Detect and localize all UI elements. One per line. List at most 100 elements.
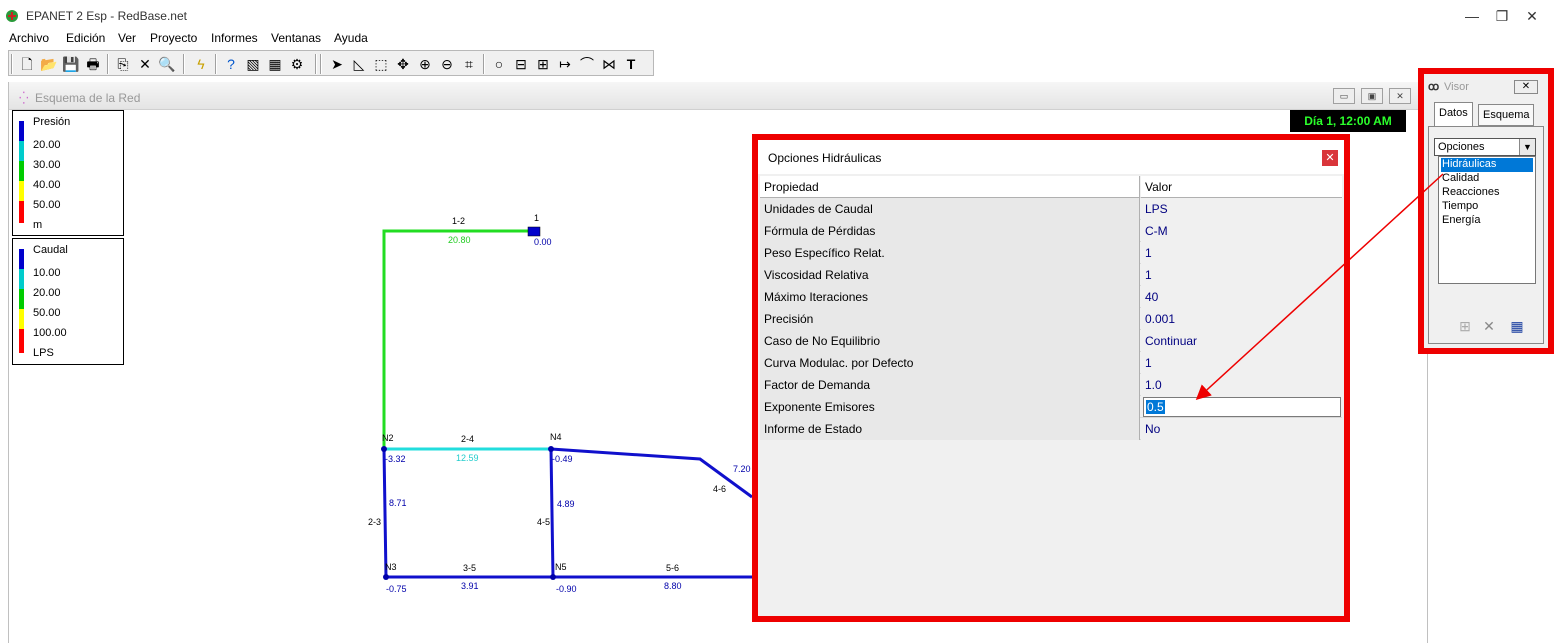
property-row-active[interactable]: Exponente Emisores 0.5 [760, 396, 1342, 418]
menu-archivo[interactable]: Archivo [9, 31, 50, 45]
property-value[interactable]: Continuar [1141, 330, 1342, 352]
close-window-button[interactable]: ✕ [1526, 8, 1538, 24]
table-icon[interactable]: ▦ [268, 56, 282, 72]
property-row[interactable]: Informe de Estado No [760, 418, 1342, 440]
link-2-3[interactable] [382, 448, 388, 578]
legend-label: 40.00 [33, 179, 61, 191]
options-icon[interactable]: ⚙ [290, 56, 304, 72]
property-value[interactable]: 0.001 [1141, 308, 1342, 330]
full-extent-icon[interactable]: ⌗ [465, 56, 473, 72]
add-pump-icon[interactable]: ⌒ [580, 56, 594, 72]
menu-edicion[interactable]: Edición [66, 31, 106, 45]
map-minimize-button[interactable]: ▭ [1333, 88, 1355, 104]
property-row[interactable]: Máximo Iteraciones 40 [760, 286, 1342, 308]
map-close-button[interactable]: ✕ [1389, 88, 1411, 104]
list-item-reacciones[interactable]: Reacciones [1442, 186, 1500, 198]
property-row[interactable]: Peso Específico Relat. 1 [760, 242, 1342, 264]
pan-icon[interactable]: ✥ [397, 56, 409, 72]
restore-window-button[interactable]: ❐ [1495, 8, 1509, 24]
visor-close-button[interactable]: ✕ [1514, 80, 1538, 94]
node-n3[interactable] [383, 574, 389, 580]
find-icon[interactable]: 🔍 [158, 56, 176, 72]
run-icon[interactable]: ϟ [197, 56, 205, 72]
query-icon[interactable]: ? [227, 56, 235, 72]
property-row[interactable]: Precisión 0.001 [760, 308, 1342, 330]
link-1-2[interactable] [382, 229, 530, 449]
list-item-calidad[interactable]: Calidad [1442, 172, 1480, 184]
node-id-label: N2 [382, 433, 394, 443]
add-junction-icon[interactable]: ○ [494, 56, 504, 72]
list-item-hidraulicas[interactable]: Hidráulicas [1441, 158, 1533, 172]
tab-esquema[interactable]: Esquema [1478, 104, 1535, 126]
zoom-in-icon[interactable]: ⊕ [419, 56, 431, 72]
app-title: EPANET 2 Esp - RedBase.net [26, 9, 187, 23]
node-n4[interactable] [548, 446, 554, 452]
property-value[interactable]: 1 [1141, 352, 1342, 374]
property-value[interactable]: 1 [1141, 264, 1342, 286]
add-valve-icon[interactable]: ⋈ [602, 56, 616, 72]
node-n2[interactable] [381, 446, 387, 452]
add-reservoir-icon[interactable]: ⊟ [515, 56, 527, 72]
delete-icon[interactable]: ✕ [139, 56, 151, 72]
copy-icon[interactable]: ⎘ [117, 56, 129, 72]
menu-ventanas[interactable]: Ventanas [271, 31, 322, 45]
link-4-6[interactable] [550, 447, 753, 499]
chevron-down-icon[interactable]: ▼ [1519, 139, 1535, 155]
menu-informes[interactable]: Informes [211, 31, 258, 45]
list-item-energia[interactable]: Energía [1442, 214, 1481, 226]
legend-label: 100.00 [33, 327, 67, 339]
zoom-out-icon[interactable]: ⊖ [441, 56, 453, 72]
property-grid[interactable]: Propiedad Valor Unidades de Caudal LPS F… [760, 176, 1342, 440]
save-icon[interactable]: 💾 [62, 56, 80, 72]
print-icon[interactable]: 🖶 [86, 56, 100, 72]
delete-object-icon[interactable]: ✕ [1483, 318, 1495, 334]
hydraulic-options-dialog[interactable]: Opciones Hidráulicas ✕ Propiedad Valor U… [758, 140, 1344, 616]
menu-ayuda[interactable]: Ayuda [334, 31, 368, 45]
select-arrow-icon[interactable]: ➤ [331, 56, 343, 72]
property-row[interactable]: Factor de Demanda 1.0 [760, 374, 1342, 396]
options-list[interactable]: Hidráulicas Calidad Reacciones Tiempo En… [1438, 156, 1536, 284]
list-item-tiempo[interactable]: Tiempo [1442, 200, 1479, 212]
emitter-exponent-input[interactable]: 0.5 [1143, 397, 1341, 417]
property-value[interactable]: 1 [1141, 242, 1342, 264]
graph-icon[interactable]: ▧ [246, 56, 260, 72]
node-n5[interactable] [550, 574, 556, 580]
edit-object-icon[interactable]: ▦ [1510, 318, 1524, 334]
pressure-legend[interactable]: Presión 20.00 30.00 40.00 50.00 m [12, 110, 124, 236]
add-object-icon[interactable]: ⊞ [1459, 318, 1471, 334]
tab-datos[interactable]: Datos [1434, 102, 1473, 126]
object-category-select[interactable]: Opciones ▼ [1434, 138, 1536, 156]
select-region-icon[interactable]: ⬚ [374, 56, 388, 72]
property-name: Informe de Estado [760, 418, 1140, 440]
property-row[interactable]: Curva Modulac. por Defecto 1 [760, 352, 1342, 374]
property-value[interactable]: 1.0 [1141, 374, 1342, 396]
add-label-icon[interactable]: T [626, 56, 636, 72]
legend-label: 30.00 [33, 159, 61, 171]
property-row[interactable]: Caso de No Equilibrio Continuar [760, 330, 1342, 352]
property-value[interactable]: LPS [1141, 198, 1342, 220]
network-map[interactable]: 1-2 20.80 1 0.00 N2 -3.32 2-4 12.59 N4 -… [0, 0, 760, 643]
property-row[interactable]: Viscosidad Relativa 1 [760, 264, 1342, 286]
menu-proyecto[interactable]: Proyecto [150, 31, 198, 45]
property-row[interactable]: Fórmula de Pérdidas C-M [760, 220, 1342, 242]
minimize-window-button[interactable]: — [1465, 8, 1479, 24]
node-value-label: -3.32 [385, 454, 406, 464]
property-name: Curva Modulac. por Defecto [760, 352, 1140, 374]
link-4-5[interactable] [549, 448, 555, 578]
new-file-icon[interactable]: 🗋 [21, 56, 33, 72]
dialog-close-button[interactable]: ✕ [1322, 150, 1338, 166]
property-value[interactable]: 40 [1141, 286, 1342, 308]
menu-ver[interactable]: Ver [118, 31, 137, 45]
add-tank-icon[interactable]: ⊞ [537, 56, 549, 72]
property-value[interactable]: C-M [1141, 220, 1342, 242]
dialog-title: Opciones Hidráulicas [768, 151, 882, 165]
map-maximize-button[interactable]: ▣ [1361, 88, 1383, 104]
open-folder-icon[interactable]: 📂 [40, 56, 58, 72]
property-value[interactable]: No [1141, 418, 1342, 440]
select-vertex-icon[interactable]: ◺ [353, 56, 365, 72]
simulation-time-display: Día 1, 12:00 AM [1290, 110, 1406, 132]
flow-legend[interactable]: Caudal 10.00 20.00 50.00 100.00 LPS [12, 238, 124, 365]
add-pipe-icon[interactable]: ↦ [559, 56, 571, 72]
reservoir-1[interactable] [527, 226, 541, 237]
property-row[interactable]: Unidades de Caudal LPS [760, 198, 1342, 220]
